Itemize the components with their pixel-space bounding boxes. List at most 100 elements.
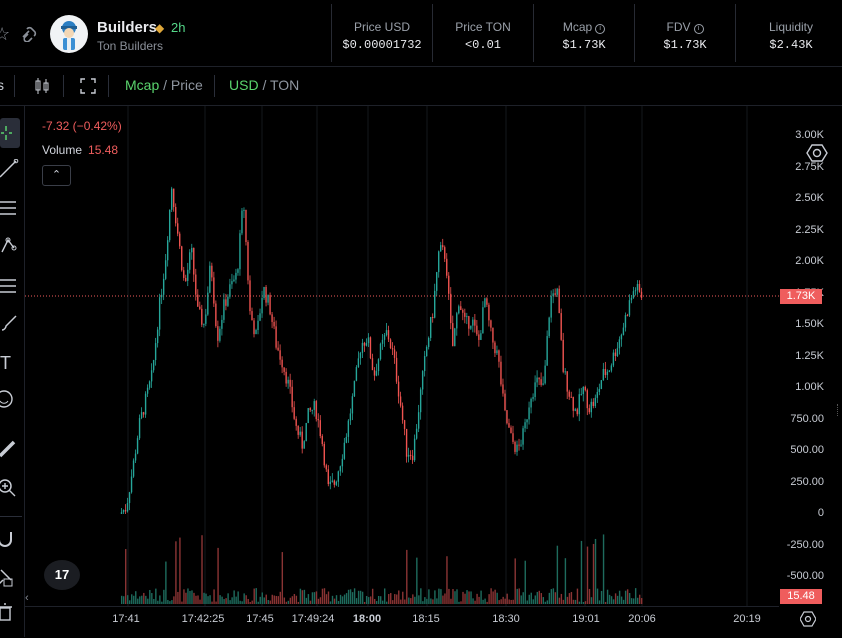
volume-bar [263, 597, 265, 604]
fullscreen-icon[interactable] [80, 78, 96, 94]
candle-body [249, 280, 251, 312]
volume-bar [442, 595, 444, 604]
volume-bar [293, 593, 296, 604]
volume-bar [163, 589, 165, 604]
resize-handle[interactable] [837, 404, 841, 416]
collapse-sidebar-icon[interactable]: ‹ [25, 592, 29, 604]
candle-body [520, 444, 522, 446]
fib-icon[interactable] [0, 199, 20, 219]
link-icon[interactable] [20, 26, 42, 42]
measure-icon[interactable] [0, 276, 20, 296]
candle-body [164, 260, 167, 279]
volume-bar [123, 596, 125, 604]
candle-body [156, 329, 159, 344]
candle-body [562, 339, 564, 372]
candle-body [566, 371, 568, 392]
candle-body [305, 422, 307, 442]
currency-inactive[interactable]: TON [269, 77, 300, 93]
candle-body [438, 251, 440, 273]
trash-icon[interactable] [0, 602, 16, 622]
ruler-icon[interactable] [0, 438, 20, 458]
volume-bar [179, 537, 181, 604]
candle-body [257, 320, 259, 331]
candle-body [339, 466, 342, 472]
volume-bar [143, 592, 145, 604]
volume-bar [458, 601, 460, 604]
volume-bar [640, 598, 643, 604]
candle-body [600, 380, 603, 389]
volume-bar [446, 556, 448, 604]
volume-bar [319, 597, 322, 604]
volume-bar [464, 593, 466, 604]
candle-body [389, 339, 392, 349]
candle-body [211, 265, 213, 278]
volume-bar [604, 601, 607, 604]
brush-icon[interactable] [0, 314, 20, 334]
currency-toggle[interactable]: USD / TON [229, 77, 299, 93]
volume-bar [632, 598, 635, 604]
x-tick-label: 20:19 [733, 613, 761, 625]
candle-body [403, 420, 406, 429]
volume-bar [400, 599, 402, 604]
candle-body [413, 438, 416, 461]
candle-body [558, 288, 560, 314]
volume-bar [247, 598, 249, 604]
currency-active[interactable]: USD [229, 77, 259, 93]
candle-body [552, 293, 554, 297]
volume-bar [343, 594, 346, 604]
candle-body [136, 438, 139, 454]
x-tick-label: 18:15 [412, 613, 440, 625]
volume-bar [353, 588, 356, 604]
candle-body [205, 314, 207, 324]
volume-bar [472, 598, 474, 604]
magnet-icon[interactable] [0, 530, 16, 550]
lock-icon[interactable] [0, 568, 17, 588]
price-chart[interactable] [25, 106, 779, 606]
mode-active[interactable]: Mcap [125, 77, 160, 93]
candle-body [610, 365, 613, 371]
info-icon[interactable]: i [693, 24, 704, 34]
price-axis[interactable]: 3.00K2.75K2.50K2.25K2.00K1.75K1.50K1.25K… [780, 106, 842, 606]
candle-body [470, 325, 472, 329]
settings-icon[interactable] [806, 142, 828, 164]
candle-body [311, 409, 313, 411]
token-avatar [50, 15, 88, 53]
volume-bar [578, 601, 581, 604]
tradingview-logo[interactable]: 17 [44, 560, 80, 590]
volume-bar [470, 591, 472, 604]
volume-bar [618, 590, 621, 604]
volume-bar [606, 589, 609, 604]
volume-bar [480, 590, 482, 604]
volume-bar [281, 552, 284, 604]
crosshair-icon[interactable] [0, 118, 20, 148]
volume-bar [384, 588, 386, 604]
mode-toggle[interactable]: Mcap / Price [125, 77, 203, 93]
settings-icon[interactable] [800, 611, 816, 627]
volume-bar [341, 596, 344, 604]
y-tick-label: 0 [817, 507, 824, 519]
time-axis[interactable]: 17:41 17:42:25 17:45 17:49:24 18:00 18:15 18:3… [25, 606, 779, 638]
crosshair-tool[interactable] [0, 118, 20, 148]
pattern-icon[interactable] [0, 236, 20, 256]
volume-bar [438, 588, 440, 604]
mode-inactive[interactable]: Price [170, 77, 203, 93]
emoji-icon[interactable] [0, 389, 16, 409]
collapse-legend-button[interactable]: ⌃ [42, 165, 71, 186]
toolbar-divider [108, 75, 109, 97]
volume-bar [287, 600, 290, 604]
candle-body [630, 297, 633, 301]
candle-body [361, 342, 364, 353]
volume-bar [620, 596, 623, 604]
toolbar-cut-text[interactable]: s [0, 77, 4, 93]
volume-bar [275, 595, 277, 604]
candles-icon[interactable] [33, 76, 51, 96]
star-icon[interactable]: ☆ [0, 24, 11, 44]
volume-bar [359, 590, 362, 604]
volume-bar [506, 593, 508, 604]
volume-bar [203, 592, 205, 604]
text-icon[interactable]: T [0, 353, 11, 373]
zoom-icon[interactable] [0, 478, 17, 498]
volume-bar [277, 596, 280, 604]
info-icon[interactable]: i [595, 24, 606, 34]
trendline-icon[interactable] [0, 159, 20, 179]
